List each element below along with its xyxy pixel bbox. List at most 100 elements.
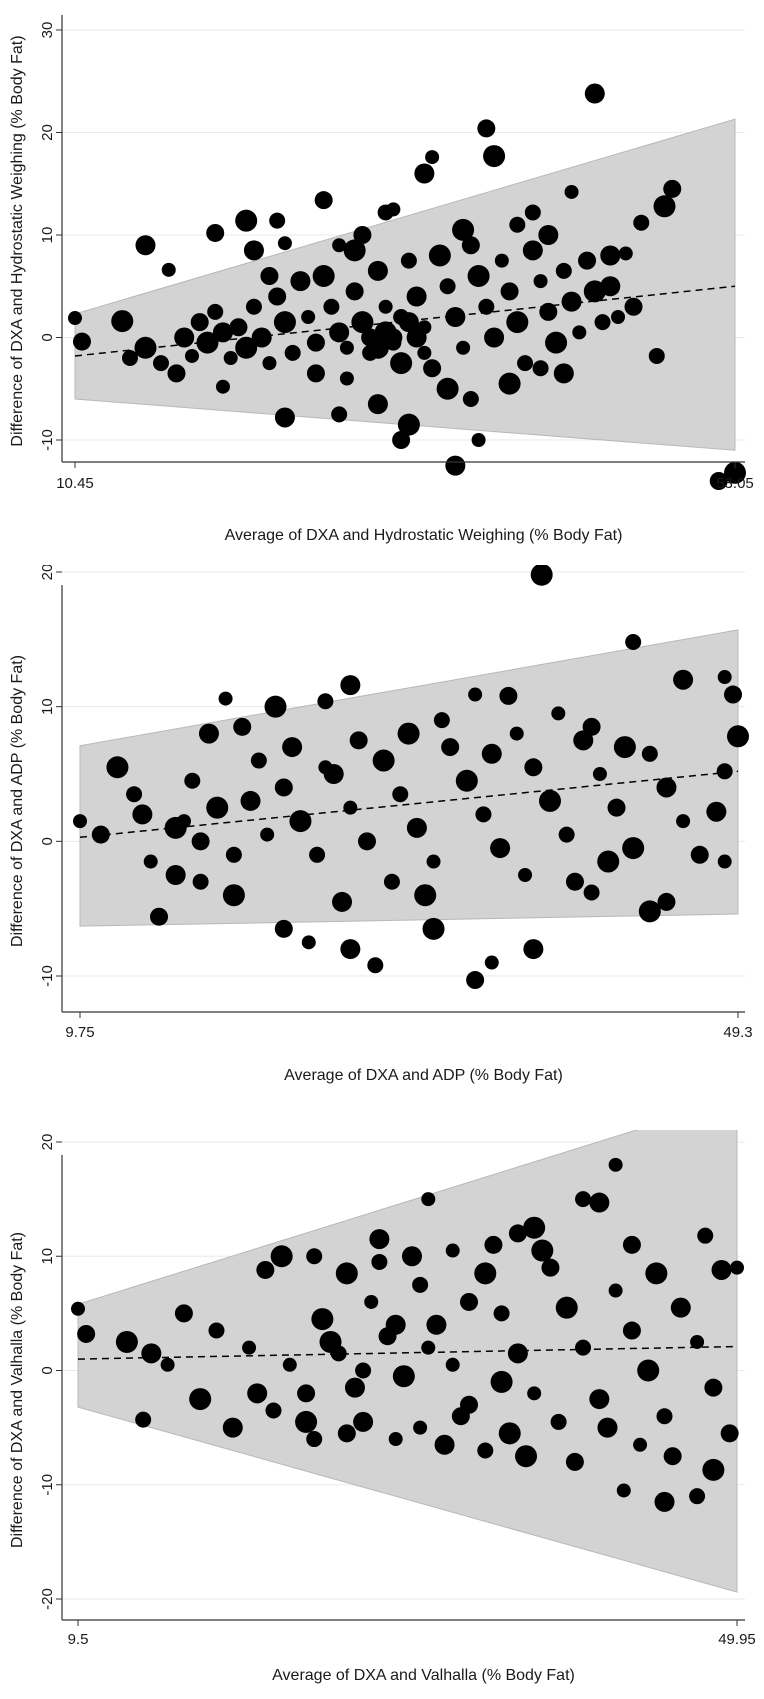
data-point (702, 1458, 725, 1481)
data-point (332, 238, 347, 253)
data-point (318, 760, 333, 775)
data-point (311, 1308, 334, 1331)
data-point (265, 1402, 282, 1419)
data-point (445, 307, 466, 327)
data-point (509, 726, 524, 741)
data-point (498, 1422, 521, 1445)
data-point (484, 327, 505, 348)
data-point (135, 1411, 152, 1428)
data-point (592, 767, 607, 781)
y-tick-label: -10 (39, 429, 56, 451)
data-point (392, 431, 411, 449)
data-point (673, 669, 694, 690)
data-point (532, 360, 549, 377)
data-point (282, 737, 303, 758)
data-point (517, 355, 534, 372)
data-point (613, 736, 636, 759)
data-point (189, 1388, 212, 1411)
data-point (397, 722, 420, 745)
data-point (422, 917, 445, 940)
data-point (565, 1452, 584, 1471)
data-point (274, 407, 295, 428)
data-point (198, 723, 219, 744)
data-point (317, 693, 334, 710)
y-tick-label: 10 (39, 227, 56, 244)
data-point (697, 1227, 714, 1244)
data-point (115, 1330, 138, 1353)
data-point (264, 695, 287, 718)
data-point (135, 235, 156, 256)
data-point (367, 957, 384, 974)
data-point (329, 322, 350, 343)
data-point (344, 1377, 365, 1398)
x-tick-label: 9.5 (68, 1631, 89, 1648)
data-point (331, 406, 348, 423)
data-point (191, 832, 210, 851)
data-point (132, 804, 153, 825)
data-point (648, 347, 665, 364)
limits-of-agreement-band (74, 118, 736, 451)
data-point (730, 1260, 744, 1275)
data-point (417, 345, 432, 360)
data-point (126, 786, 143, 803)
data-point (466, 971, 485, 990)
data-point (425, 150, 440, 165)
data-point (456, 340, 471, 355)
data-point (273, 311, 296, 334)
data-point (541, 1258, 560, 1277)
data-point (524, 758, 543, 777)
data-point (233, 717, 252, 736)
y-tick-label: -20 (39, 1588, 56, 1610)
data-point (367, 260, 388, 281)
data-point (690, 1334, 705, 1349)
data-point (390, 352, 413, 375)
data-point (301, 935, 316, 950)
y-tick-label: -10 (39, 965, 56, 987)
data-point (477, 119, 496, 138)
data-point (262, 356, 277, 371)
data-point (106, 756, 129, 779)
data-point (73, 814, 87, 829)
y-tick-label: 30 (39, 22, 56, 39)
data-point (530, 565, 553, 586)
data-point (524, 204, 541, 221)
panel-valhalla: 20 10 0 -10 -20 9.5 49.95 Average of DXA and Va… (9, 1130, 756, 1684)
data-point (364, 1294, 379, 1309)
regression-line (77, 1345, 738, 1360)
data-point (716, 763, 733, 780)
data-point (706, 801, 727, 822)
data-point (71, 1301, 85, 1316)
data-point (724, 685, 743, 704)
data-point (624, 297, 643, 316)
data-point (412, 1276, 429, 1293)
data-point (406, 327, 427, 348)
data-point (481, 743, 502, 764)
data-point (270, 1245, 293, 1268)
data-point (242, 1340, 257, 1355)
data-point (260, 827, 275, 842)
data-point (709, 472, 728, 490)
data-point (174, 1304, 193, 1323)
data-point (134, 336, 157, 359)
data-point (174, 327, 195, 348)
data-point (355, 1362, 372, 1379)
data-point (176, 814, 191, 829)
data-point (468, 687, 483, 702)
data-point (339, 340, 354, 355)
data-point (550, 1413, 567, 1430)
data-point (452, 218, 475, 241)
x-axis-title: Average of DXA and Valhalla (% Body Fat) (272, 1667, 575, 1684)
data-point (499, 686, 518, 705)
y-axis-title: Difference of DXA and Hydrostatic Weighi… (9, 35, 26, 446)
data-point (383, 873, 400, 890)
data-point (289, 810, 312, 833)
data-point (225, 846, 242, 863)
data-point (122, 350, 138, 366)
y-tick-label: 10 (39, 1248, 56, 1265)
data-point (498, 372, 521, 395)
y-tick-label: 20 (39, 1134, 56, 1151)
data-point (663, 1447, 682, 1466)
data-point (323, 298, 340, 315)
x-tick-label: 10.45 (56, 475, 94, 492)
data-point (622, 1321, 641, 1340)
